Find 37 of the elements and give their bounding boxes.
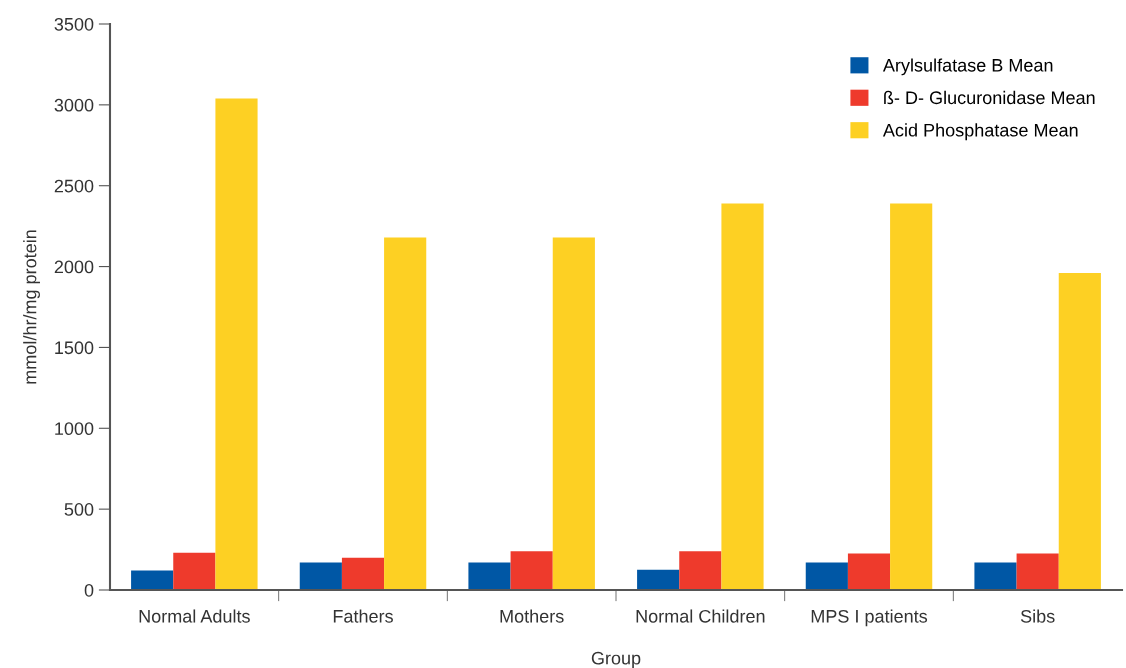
bar — [341, 557, 385, 590]
y-tick-label: 3000 — [54, 98, 94, 112]
x-tick-label: Normal Children — [636, 609, 765, 623]
bar — [805, 562, 848, 590]
legend-label: ß- D- Glucuronidase Mean — [884, 90, 1095, 105]
legend-label: Arylsulfatase B Mean — [882, 58, 1053, 76]
bar — [1058, 273, 1101, 590]
bar — [131, 570, 174, 590]
bar — [299, 562, 342, 590]
bar — [890, 203, 933, 590]
bar — [974, 562, 1017, 590]
bar — [468, 562, 511, 590]
bar — [552, 237, 595, 590]
y-tick-label: 0 — [84, 583, 94, 597]
x-tick-label: MPS I patients — [811, 609, 928, 627]
bar — [1016, 553, 1059, 590]
y-tick-label: 1500 — [55, 341, 94, 355]
bar — [637, 569, 680, 590]
bar — [173, 552, 216, 590]
y-tick-label: 2000 — [54, 260, 94, 274]
x-tick-label: Sibs — [1020, 609, 1055, 623]
bar — [215, 98, 258, 590]
legend-label: Acid Phosphatase Mean — [882, 123, 1078, 141]
bar — [721, 203, 764, 590]
x-tick-label: Normal Adults — [139, 609, 250, 623]
bar — [510, 551, 553, 590]
bar — [384, 237, 427, 590]
y-tick-label: 2500 — [54, 179, 94, 193]
y-axis-title: mmol/hr/mg protein — [23, 230, 40, 384]
bar — [847, 553, 891, 590]
x-tick-label: Fathers — [333, 609, 393, 623]
bar — [679, 551, 722, 590]
x-tick-label: Mothers — [500, 609, 564, 623]
x-axis-title: Group — [591, 651, 641, 668]
y-tick-label: 1000 — [55, 422, 94, 436]
y-tick-label: 3500 — [54, 17, 94, 31]
y-tick-label: 500 — [64, 503, 94, 516]
